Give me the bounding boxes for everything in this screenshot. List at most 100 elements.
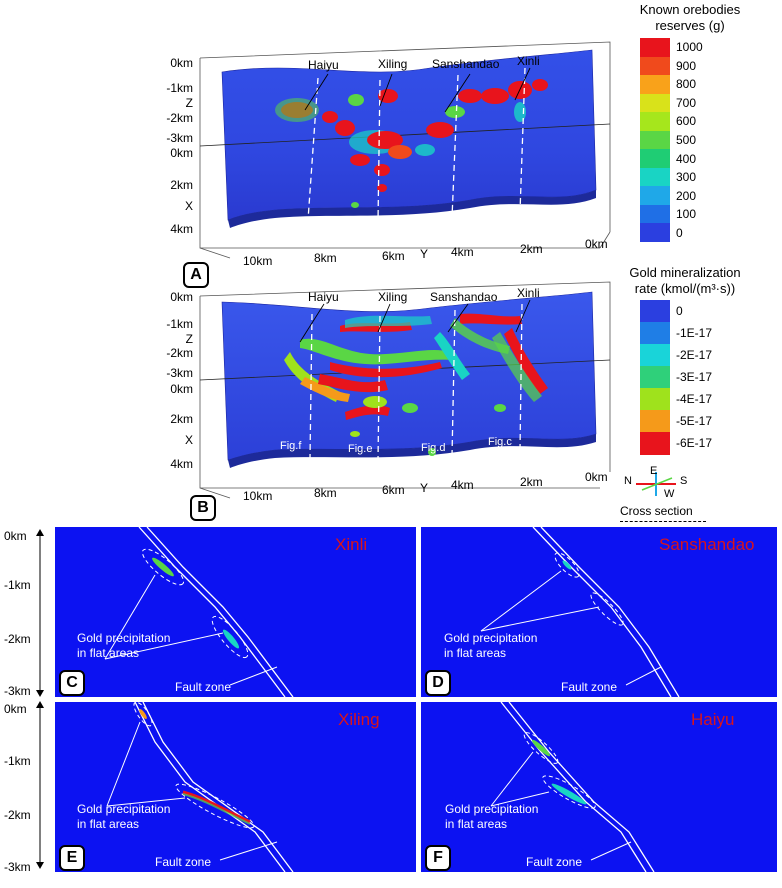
legend-tick-label: 0 — [676, 225, 683, 240]
legend-tick-label: -5E-17 — [676, 414, 713, 428]
z-tick: -2km — [166, 346, 193, 360]
z-axis-label: Z — [185, 332, 193, 346]
x-tick: 4km — [170, 222, 193, 236]
depth-tick: 0km — [4, 702, 27, 716]
y-tick: 6km — [382, 483, 405, 497]
legend-tick-label: 300 — [676, 170, 697, 185]
x-tick: 2km — [170, 412, 193, 426]
fault-zone-drawing — [106, 702, 294, 872]
legend-tick-label: 0 — [676, 304, 683, 318]
legend-color-swatch — [640, 112, 670, 132]
legend-color-swatch — [640, 167, 670, 187]
compass-e: E — [650, 465, 658, 477]
depth-tick: -2km — [4, 632, 31, 646]
panel-letter-e: E — [59, 845, 85, 871]
depth-tick: -2km — [4, 808, 31, 822]
y-tick: 10km — [243, 489, 273, 503]
cross-section-dashed-line — [620, 521, 706, 522]
panel-a-3d-model — [199, 41, 611, 259]
z-tick: -2km — [166, 111, 193, 125]
fig-tag-d: Fig.d — [421, 442, 446, 454]
z-tick: -3km — [166, 366, 193, 380]
y-tick: 2km — [520, 242, 543, 256]
z-tick: -3km — [166, 131, 193, 145]
x-tick: 0km — [170, 382, 193, 396]
depth-axis-arrows — [36, 529, 44, 869]
legend-tick-label: 600 — [676, 114, 697, 129]
legend-tick-label: 700 — [676, 95, 697, 110]
y-tick: 2km — [520, 475, 543, 489]
legend-tick-label: 400 — [676, 151, 697, 166]
y-axis-label: Y — [420, 481, 429, 495]
compass-s: S — [680, 475, 688, 487]
legend-tick-label: 1000 — [676, 40, 703, 55]
compass-w: W — [664, 488, 675, 500]
legend-color-swatch — [640, 432, 670, 455]
section-label-xinli: Xinli — [517, 286, 540, 300]
x-axis-label: X — [184, 199, 193, 213]
section-label-xiling: Xiling — [378, 290, 408, 304]
legend-color-swatch — [640, 204, 670, 224]
section-label-sanshandao: Sanshandao — [432, 57, 500, 71]
depth-tick: -3km — [4, 684, 31, 698]
x-axis-label: X — [184, 433, 193, 447]
legend-color-swatch — [640, 186, 670, 206]
y-tick: 0km — [585, 470, 608, 484]
section-label-xinli: Xinli — [517, 54, 540, 68]
panel-letter-b: B — [190, 495, 216, 521]
legend-color-swatch — [640, 322, 670, 345]
legend-color-swatch — [640, 410, 670, 433]
fault-zone-label: Fault zone — [526, 855, 583, 869]
y-tick: 10km — [243, 254, 273, 268]
fault-zone-drawing — [480, 527, 680, 697]
fig-tag-f: Fig.f — [280, 440, 302, 452]
z-axis-label: Z — [185, 96, 193, 110]
compass-arrows-icon — [636, 472, 676, 496]
z-tick: -1km — [166, 81, 193, 95]
legend-tick-label: 800 — [676, 77, 697, 92]
section-label-haiyu: Haiyu — [308, 58, 339, 72]
panel-letter-c: C — [59, 670, 85, 696]
x-tick: 4km — [170, 457, 193, 471]
x-tick: 2km — [170, 178, 193, 192]
section-title: Sanshandao — [659, 535, 755, 554]
legend-title: Known orebodies reserves (g) — [639, 2, 741, 33]
panel-letter-d: D — [425, 670, 451, 696]
fig-tag-c: Fig.c — [488, 436, 512, 448]
legend-color-swatch — [640, 223, 670, 243]
legend-tick-label: 500 — [676, 133, 697, 147]
y-axis-label: Y — [420, 247, 429, 261]
section-title: Xiling — [338, 710, 380, 729]
legend-color-swatch — [640, 344, 670, 367]
panel-letter-f: F — [425, 845, 451, 871]
y-tick: 4km — [451, 478, 474, 492]
section-label-sanshandao: Sanshandao — [430, 290, 498, 304]
depth-tick: 0km — [4, 529, 27, 543]
fault-zone-label: Fault zone — [561, 680, 618, 694]
depth-tick: -1km — [4, 578, 31, 592]
precipitation-label: Gold precipitation in flat areas — [77, 802, 171, 831]
depth-tick: -1km — [4, 754, 31, 768]
precipitation-label: Gold precipitation in flat areas — [445, 802, 539, 831]
precipitation-label: Gold precipitation in flat areas — [77, 631, 171, 660]
y-tick: 0km — [585, 237, 608, 251]
x-tick: 0km — [170, 146, 193, 160]
section-panel-c: Xinli Gold precipitation in flat areas F… — [55, 527, 416, 697]
legend-tick-label: 200 — [676, 188, 697, 203]
section-label-xiling: Xiling — [378, 57, 408, 71]
section-panel-f: Haiyu Gold precipitation in flat areas F… — [421, 702, 777, 872]
legend-colorbar — [640, 38, 670, 243]
legend-tick-label: -2E-17 — [676, 348, 713, 362]
legend-color-swatch — [640, 38, 670, 58]
y-tick: 6km — [382, 249, 405, 263]
section-title: Haiyu — [691, 710, 735, 729]
legend-colorbar — [640, 300, 670, 455]
cross-section-caption: Cross section — [620, 504, 693, 518]
z-tick: 0km — [170, 56, 193, 70]
y-tick: 4km — [451, 245, 474, 259]
legend-tick-label: -6E-17 — [676, 436, 713, 450]
legend-color-swatch — [640, 75, 670, 95]
legend-title: Gold mineralization rate (kmol/(m³·s)) — [629, 265, 741, 296]
y-tick: 8km — [314, 251, 337, 265]
legend-color-swatch — [640, 388, 670, 411]
